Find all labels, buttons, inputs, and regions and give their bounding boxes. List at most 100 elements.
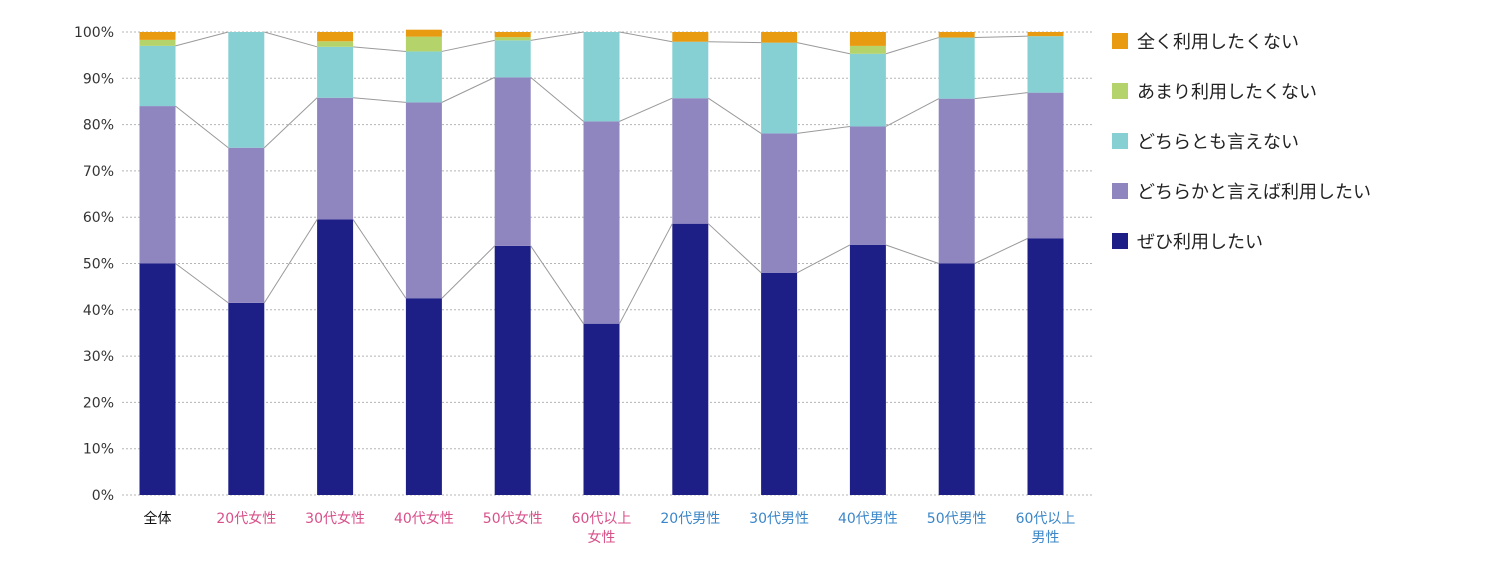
connector-line: [619, 31, 673, 43]
bar-segment: [494, 32, 531, 38]
connector-line: [885, 244, 939, 264]
legend-label: あまり利用したくない: [1137, 82, 1317, 103]
bar-segment: [317, 219, 354, 495]
x-category-label: 30代男性: [749, 511, 809, 527]
bar-segment: [494, 77, 531, 246]
bar-segment: [583, 323, 620, 495]
bar-segment: [1027, 92, 1064, 239]
bar-segment: [761, 42, 798, 134]
legend-label: 全く利用したくない: [1137, 32, 1299, 53]
connector-line: [708, 41, 762, 44]
bar-segment: [761, 272, 798, 495]
y-tick-label: 90%: [83, 71, 114, 87]
connector-line: [619, 97, 673, 122]
bar-segment: [139, 263, 176, 495]
bar-segment: [317, 32, 354, 42]
x-category-label: 20代女性: [216, 510, 276, 527]
bar-segment: [672, 32, 709, 42]
bar-segment: [405, 36, 442, 52]
bar-segment: [1027, 32, 1064, 37]
x-category-label: 60代以上: [1016, 511, 1076, 527]
bar-segment: [938, 98, 975, 264]
connector-line: [263, 219, 318, 304]
bar-segment: [139, 45, 176, 107]
bar-segment: [139, 106, 176, 264]
x-category-label: 50代女性: [483, 510, 543, 527]
y-tick-label: 60%: [83, 210, 114, 226]
legend-swatch: [1112, 133, 1128, 149]
connector-line: [619, 223, 673, 324]
bar-segment: [1027, 36, 1064, 93]
bar-segment: [849, 53, 886, 127]
y-tick-label: 30%: [83, 349, 114, 365]
connector-line: [441, 76, 495, 103]
y-axis-ticks: 0% 10% 20% 30% 40% 50% 60% 70% 80% 90% 100%: [74, 25, 114, 504]
connector-line: [530, 245, 584, 324]
connector-line: [796, 42, 851, 55]
x-category-label: 30代女性: [305, 510, 365, 527]
legend-label: どちらかと言えば利用したい: [1137, 182, 1371, 203]
connector-line: [974, 92, 1028, 100]
bar-segment: [938, 32, 975, 38]
x-category-label: 男性: [1032, 530, 1060, 546]
y-tick-label: 20%: [83, 395, 114, 411]
bar-segment: [317, 97, 354, 220]
bar-segment: [938, 37, 975, 99]
bar-segment: [139, 32, 176, 40]
bar-segment: [405, 51, 442, 103]
y-tick-label: 50%: [83, 257, 114, 273]
legend: 全く利用したくないあまり利用したくないどちらとも言えないどちらかと言えば利用した…: [1112, 32, 1371, 253]
bar-segment: [761, 133, 798, 273]
bar-segment: [228, 32, 265, 148]
connector-line: [885, 37, 939, 55]
bar-segment: [849, 32, 886, 46]
connector-line: [263, 97, 318, 149]
connector-line: [885, 98, 939, 127]
bar-segment: [228, 147, 265, 303]
connector-line: [530, 31, 584, 41]
bar-segment: [494, 40, 531, 78]
connector-line: [175, 31, 229, 47]
x-category-label: 40代女性: [394, 510, 454, 527]
bar-segment: [672, 98, 709, 224]
x-category-label: 20代男性: [660, 511, 720, 527]
y-tick-label: 100%: [74, 25, 114, 41]
connector-line: [707, 223, 762, 274]
bar-segment: [494, 37, 531, 41]
bar-segment: [494, 245, 531, 495]
y-tick-label: 40%: [83, 303, 114, 319]
bar-segment: [583, 32, 620, 122]
bar-segment: [405, 298, 442, 495]
legend-swatch: [1112, 233, 1128, 249]
bar-segment: [583, 121, 620, 324]
bar-segment: [317, 41, 354, 47]
bar-segment: [849, 45, 886, 54]
legend-swatch: [1112, 83, 1128, 99]
connector-line: [441, 245, 496, 299]
connector-line: [797, 125, 850, 134]
bars: [139, 29, 1064, 496]
connector-line: [353, 97, 406, 103]
connector-line: [530, 76, 584, 122]
bar-segment: [228, 302, 265, 495]
bar-segment: [1027, 238, 1064, 496]
connector-line: [264, 31, 318, 48]
connector-line: [175, 263, 229, 304]
bar-segment: [672, 41, 709, 99]
x-category-label: 50代男性: [927, 511, 987, 527]
connector-line: [441, 39, 495, 52]
bar-segment: [849, 244, 886, 495]
connector-line: [352, 219, 407, 299]
bar-segment: [761, 32, 798, 43]
y-tick-label: 0%: [92, 488, 114, 504]
connector-line: [175, 105, 229, 149]
bar-segment: [317, 46, 354, 98]
x-category-label: 60代以上: [572, 511, 632, 527]
connector-line: [708, 97, 762, 134]
x-category-label: 40代男性: [838, 511, 898, 527]
legend-label: どちらとも言えない: [1137, 132, 1299, 153]
bar-segment: [938, 263, 975, 495]
legend-label: ぜひ利用したい: [1137, 232, 1263, 253]
